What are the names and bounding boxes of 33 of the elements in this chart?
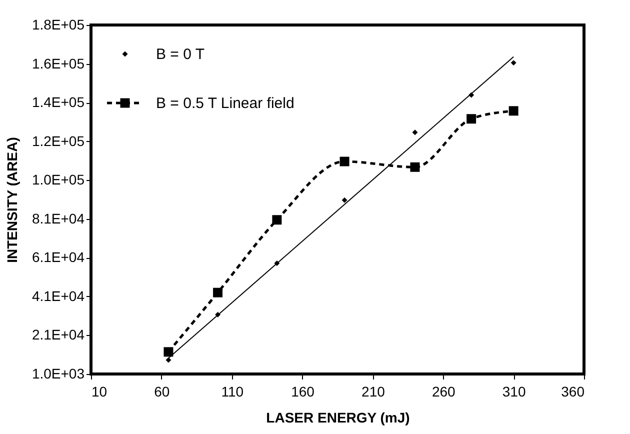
x-tick-label: 360 (561, 384, 585, 400)
x-tick-label: 10 (92, 384, 108, 400)
x-axis-title: LASER ENERGY (mJ) (266, 410, 410, 426)
point (213, 288, 223, 298)
x-tick-label: 260 (432, 384, 456, 400)
y-tick-label: 1.0E+03 (32, 366, 85, 382)
point (342, 197, 348, 203)
y-tick-label: 2.1E+04 (32, 326, 85, 343)
y-tick-label: 1.8E+05 (32, 16, 85, 32)
y-axis-title: INTENSITY (AREA) (4, 137, 20, 263)
x-tick-label: 110 (221, 384, 244, 400)
point (410, 162, 420, 172)
point (466, 114, 476, 124)
point (164, 347, 174, 357)
y-tick-label: 1.4E+05 (32, 94, 85, 110)
x-tick-label: 160 (291, 384, 315, 400)
y-tick-label: 8.1E+04 (32, 210, 85, 226)
point (340, 156, 350, 166)
x-tick-label: 60 (154, 384, 170, 400)
point (510, 60, 516, 66)
x-tick-label: 210 (362, 384, 386, 400)
y-tick-label: 1.0E+05 (32, 172, 85, 188)
y-tick-label: 1.2E+05 (32, 132, 85, 149)
point (166, 357, 172, 363)
point (272, 215, 282, 225)
y-tick-label: 4.1E+04 (32, 288, 85, 304)
legend-label: B = 0 T (156, 46, 205, 63)
legend-label: B = 0.5 T Linear field (156, 95, 294, 112)
point (508, 106, 518, 116)
x-tick-label: 310 (502, 384, 526, 400)
point (412, 130, 418, 136)
y-tick-label: 1.6E+05 (32, 55, 85, 72)
y-tick-label: 6.1E+04 (32, 249, 85, 266)
